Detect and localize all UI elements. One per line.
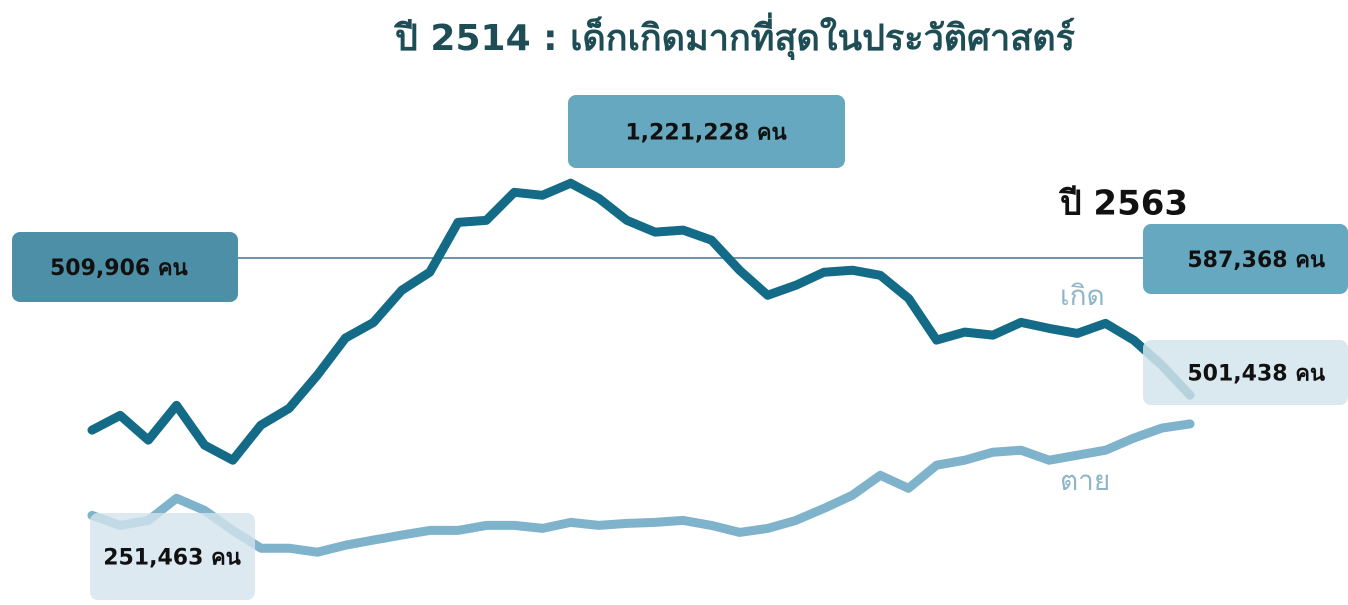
annotation-label: 587,368 คน [1187,248,1325,273]
series-label: ตาย [1060,464,1110,497]
annotation-label: 501,438 คน [1187,362,1325,387]
chart-title: ปี 2514 : เด็กเกิดมากที่สุดในประวัติศาสต… [393,12,1075,61]
series-line [87,178,1195,465]
series-label: เกิด [1060,279,1105,312]
series-line [87,419,1195,557]
annotation-box [12,232,238,302]
lines [87,178,1195,557]
annotation-box [1143,340,1348,405]
annotation-box [568,95,845,168]
annotation-label: 1,221,228 คน [625,121,786,146]
annotation-label: 509,906 คน [50,256,188,281]
annotation-box [90,513,255,600]
year-label: ปี 2563 [1058,184,1188,224]
annotation-box [1143,224,1348,294]
annotation-label: 251,463 คน [103,546,241,571]
annotation-boxes: 509,906 คน 1,221,228 คน 587,368 คน 501,438 … [12,95,1348,600]
